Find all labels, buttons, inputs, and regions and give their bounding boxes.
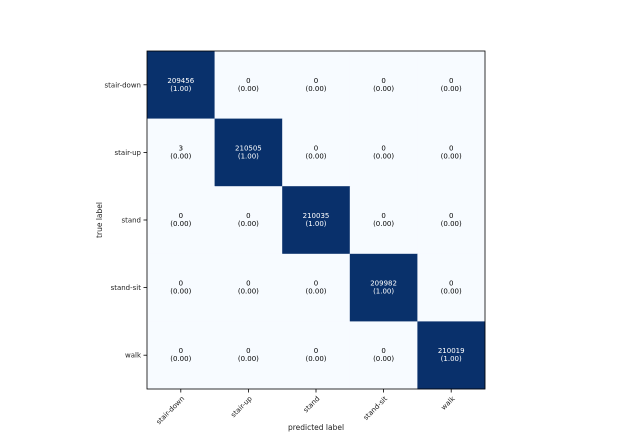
cell-count-label: 0 bbox=[449, 212, 453, 220]
cell-count-label: 0 bbox=[246, 77, 250, 85]
cell-normalized-label: (0.00) bbox=[441, 288, 462, 296]
cell-normalized-label: (0.00) bbox=[238, 288, 259, 296]
x-tick-label: stand bbox=[302, 395, 321, 414]
heatmap-cell bbox=[349, 186, 418, 255]
cell-normalized-label: (0.00) bbox=[170, 152, 191, 160]
y-tick-label: walk bbox=[125, 352, 142, 360]
x-tick-label: walk bbox=[440, 394, 458, 412]
heatmap-cell bbox=[147, 253, 215, 322]
heatmap-cells bbox=[147, 51, 486, 390]
heatmap-cell bbox=[214, 118, 283, 187]
heatmap-cell bbox=[147, 321, 215, 390]
cell-count-label: 0 bbox=[314, 347, 318, 355]
cell-count-label: 210019 bbox=[438, 347, 465, 355]
heatmap-cell bbox=[214, 186, 283, 255]
cell-normalized-label: (0.00) bbox=[170, 220, 191, 228]
heatmap-cell bbox=[349, 51, 418, 119]
cell-normalized-label: (0.00) bbox=[441, 220, 462, 228]
y-axis-label: true label bbox=[95, 202, 104, 238]
cell-count-label: 0 bbox=[314, 77, 318, 85]
cell-normalized-label: (0.00) bbox=[373, 152, 394, 160]
y-tick-label: stair-down bbox=[105, 81, 141, 89]
x-axis-label: predicted label bbox=[288, 423, 344, 432]
cell-count-label: 0 bbox=[449, 280, 453, 288]
heatmap-cell bbox=[282, 118, 351, 187]
cell-normalized-label: (1.00) bbox=[305, 220, 326, 228]
cell-count-label: 0 bbox=[314, 280, 318, 288]
y-axis-ticks: stair-down stair-up stand stand-sit walk bbox=[105, 81, 147, 360]
cell-count-label: 0 bbox=[381, 347, 385, 355]
cell-count-label: 0 bbox=[179, 347, 183, 355]
cell-normalized-label: (1.00) bbox=[373, 288, 394, 296]
cell-normalized-label: (0.00) bbox=[373, 355, 394, 363]
heatmap-cell bbox=[417, 186, 486, 255]
cell-normalized-label: (0.00) bbox=[170, 288, 191, 296]
heatmap-cell bbox=[282, 321, 351, 390]
x-tick-label: stair-down bbox=[155, 395, 186, 426]
cell-count-label: 210505 bbox=[235, 144, 262, 152]
cell-count-label: 0 bbox=[381, 212, 385, 220]
cell-count-label: 0 bbox=[179, 212, 183, 220]
cell-normalized-label: (0.00) bbox=[238, 220, 259, 228]
y-tick-label: stand bbox=[121, 217, 141, 225]
x-axis-ticks: stair-down stair-up stand stand-sit walk bbox=[155, 389, 458, 426]
cell-normalized-label: (0.00) bbox=[305, 152, 326, 160]
heatmap-cell bbox=[147, 118, 215, 187]
cell-normalized-label: (0.00) bbox=[170, 355, 191, 363]
cell-count-label: 0 bbox=[246, 280, 250, 288]
y-tick-label: stair-up bbox=[115, 149, 142, 157]
heatmap-cell bbox=[417, 321, 486, 390]
heatmap-cell bbox=[214, 51, 283, 119]
cell-count-label: 0 bbox=[449, 144, 453, 152]
cell-count-label: 0 bbox=[246, 212, 250, 220]
heatmap-cell bbox=[282, 186, 351, 255]
y-tick-label: stand-sit bbox=[111, 284, 142, 292]
cell-count-label: 0 bbox=[179, 280, 183, 288]
cell-normalized-label: (0.00) bbox=[305, 288, 326, 296]
cell-count-label: 209982 bbox=[370, 280, 397, 288]
cell-normalized-label: (0.00) bbox=[441, 85, 462, 93]
cell-count-label: 210035 bbox=[303, 212, 330, 220]
cell-normalized-label: (1.00) bbox=[238, 152, 259, 160]
heatmap-cell bbox=[147, 51, 215, 119]
cell-normalized-label: (0.00) bbox=[238, 85, 259, 93]
heatmap-cell bbox=[349, 321, 418, 390]
heatmap-cell bbox=[349, 253, 418, 322]
cell-count-label: 0 bbox=[246, 347, 250, 355]
cell-count-label: 209456 bbox=[167, 77, 194, 85]
cell-count-label: 3 bbox=[179, 144, 183, 152]
cell-normalized-label: (0.00) bbox=[305, 355, 326, 363]
heatmap-cell bbox=[147, 186, 215, 255]
heatmap-cell bbox=[214, 321, 283, 390]
heatmap-cell bbox=[282, 51, 351, 119]
x-tick-label: stand-sit bbox=[362, 395, 389, 422]
heatmap-cell bbox=[417, 253, 486, 322]
heatmap-cell bbox=[214, 253, 283, 322]
cell-count-label: 0 bbox=[381, 144, 385, 152]
heatmap-cell bbox=[417, 51, 486, 119]
cell-normalized-label: (0.00) bbox=[305, 85, 326, 93]
x-tick-label: stair-up bbox=[229, 394, 254, 419]
cell-count-label: 0 bbox=[449, 77, 453, 85]
cell-normalized-label: (0.00) bbox=[373, 85, 394, 93]
cell-normalized-label: (1.00) bbox=[441, 355, 462, 363]
cell-normalized-label: (1.00) bbox=[170, 85, 191, 93]
heatmap-cell-labels: 209456(1.00)0(0.00)0(0.00)0(0.00)0(0.00)… bbox=[167, 77, 464, 363]
heatmap-cell bbox=[349, 118, 418, 187]
cell-normalized-label: (0.00) bbox=[373, 220, 394, 228]
cell-normalized-label: (0.00) bbox=[441, 152, 462, 160]
heatmap-cell bbox=[282, 253, 351, 322]
cell-normalized-label: (0.00) bbox=[238, 355, 259, 363]
cell-count-label: 0 bbox=[314, 144, 318, 152]
cell-count-label: 0 bbox=[381, 77, 385, 85]
heatmap-cell bbox=[417, 118, 486, 187]
